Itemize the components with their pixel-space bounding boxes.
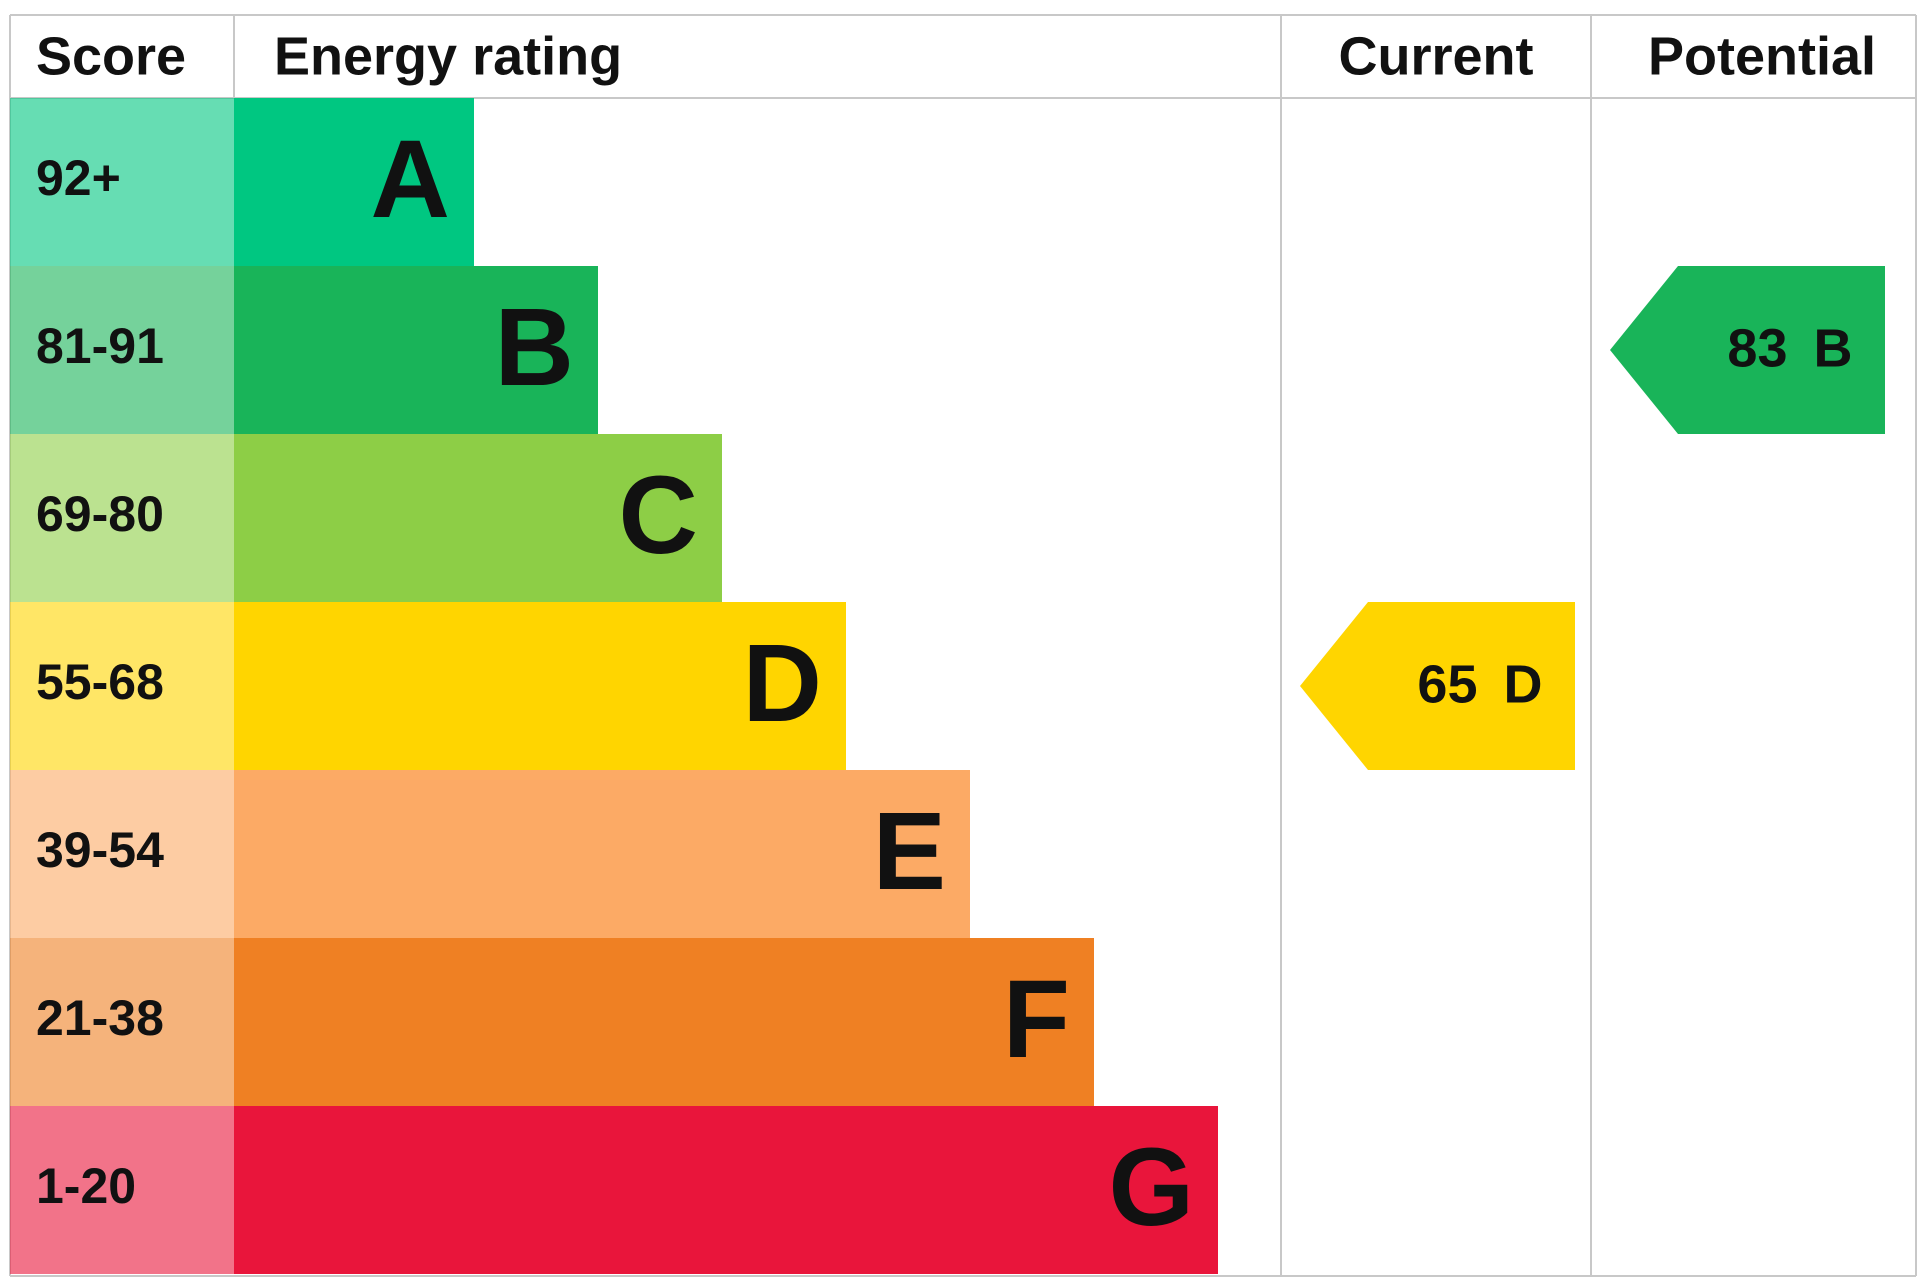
header: Potential bbox=[1648, 26, 1876, 86]
rating-letter: C bbox=[619, 454, 698, 577]
rating-arrow bbox=[1300, 602, 1575, 770]
rating-bar bbox=[234, 938, 1094, 1106]
rating-bar bbox=[234, 98, 474, 266]
score-label: 21-38 bbox=[36, 990, 164, 1046]
score-cell bbox=[10, 266, 234, 434]
rating-letter: F bbox=[1003, 958, 1070, 1081]
rating-letter: B bbox=[495, 286, 574, 409]
score-cell bbox=[10, 938, 234, 1106]
rating-value: 83 bbox=[1727, 318, 1787, 378]
score-cell bbox=[10, 602, 234, 770]
score-cell bbox=[10, 434, 234, 602]
rating-bar bbox=[234, 770, 970, 938]
rating-letter: E bbox=[873, 790, 946, 913]
rating-letter: G bbox=[1108, 1126, 1194, 1249]
score-label: 92+ bbox=[36, 150, 121, 206]
rating-letter: A bbox=[371, 118, 450, 241]
rating-arrow bbox=[1610, 266, 1885, 434]
score-label: 69-80 bbox=[36, 486, 164, 542]
rating-bar bbox=[234, 602, 846, 770]
header: Score bbox=[36, 26, 186, 86]
rating-letter: D bbox=[743, 622, 822, 745]
score-cell bbox=[10, 770, 234, 938]
rating-letter-small: D bbox=[1504, 654, 1543, 714]
score-label: 39-54 bbox=[36, 822, 164, 878]
rating-bar bbox=[234, 1106, 1218, 1274]
score-label: 81-91 bbox=[36, 318, 164, 374]
score-cell bbox=[10, 98, 234, 266]
header: Current bbox=[1338, 26, 1533, 86]
rating-bar bbox=[234, 434, 722, 602]
score-label: 1-20 bbox=[36, 1158, 136, 1214]
header: Energy rating bbox=[274, 26, 622, 86]
rating-bar bbox=[234, 266, 598, 434]
rating-letter-small: B bbox=[1814, 318, 1853, 378]
score-cell bbox=[10, 1106, 234, 1274]
score-label: 55-68 bbox=[36, 654, 164, 710]
rating-value: 65 bbox=[1417, 654, 1477, 714]
